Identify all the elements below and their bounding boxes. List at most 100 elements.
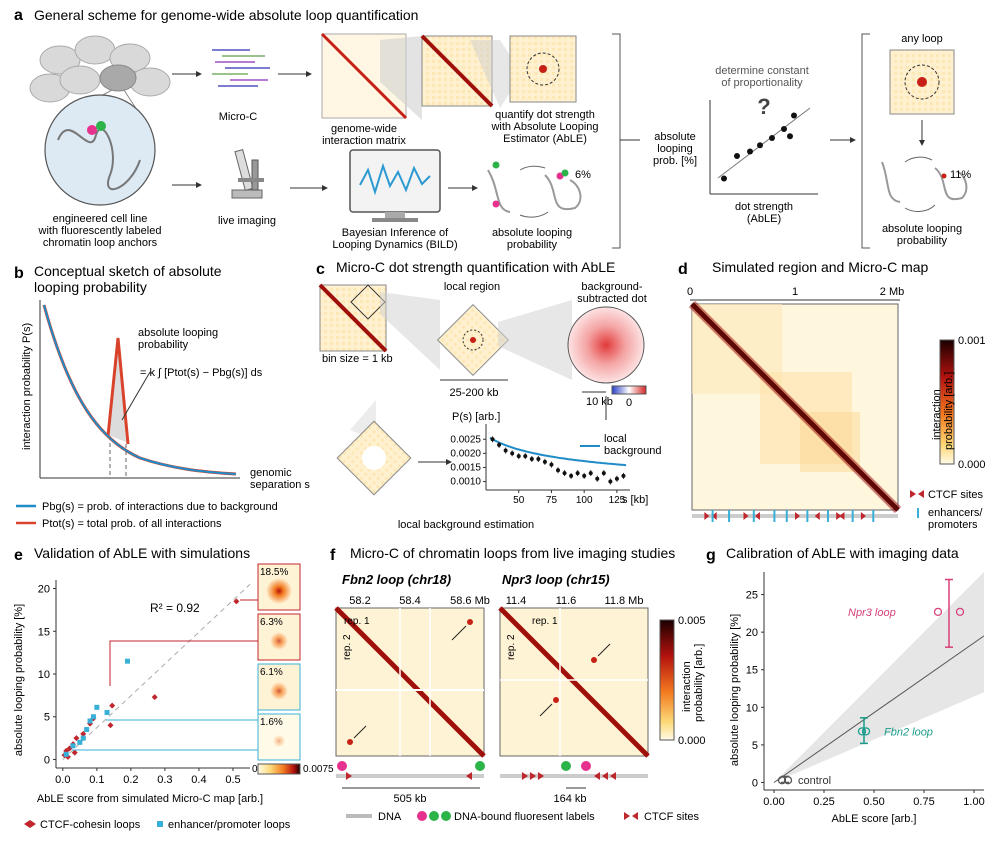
e-ytick-label: 10 (38, 669, 50, 681)
c-data-point (549, 462, 554, 467)
e-enhancer-point (77, 739, 83, 745)
live-imaging-label: live imaging (218, 215, 276, 227)
d-ctcf-site (795, 512, 800, 520)
panel-g: g Calibration of AbLE with imaging data … (706, 545, 985, 825)
cell-line-label-2: with fluorescently labeled (38, 225, 162, 237)
e-xtick-label: 0.0 (55, 774, 70, 786)
magenta-label-dot (87, 125, 97, 135)
e-colorbar (257, 763, 301, 775)
d-tick-0: 0 (687, 286, 693, 298)
panel-a-title: General scheme for genome-wide absolute … (34, 7, 418, 23)
panel-b-title-2: looping probability (34, 279, 147, 295)
d-tick-1: 1 (792, 286, 798, 298)
fbn2-dna-track (336, 774, 484, 778)
panel-g-letter: g (706, 547, 716, 564)
d-legend-enh-1: enhancers/ (928, 507, 983, 519)
a-scatter-point (769, 135, 775, 141)
ctcf-icon (910, 490, 916, 498)
e-enhancer-point (84, 727, 90, 733)
c-data-point (608, 479, 613, 484)
e-ctcf-point (71, 749, 78, 756)
panel-b: b Conceptual sketch of absolute looping … (14, 263, 310, 530)
d-ctcf-site (814, 512, 820, 520)
fbn2-tick-1: 58.4 (399, 595, 420, 607)
fbn2-rep2: rep. 2 (342, 634, 353, 660)
e-ctcf-point (73, 735, 80, 742)
d-ctcf-site (836, 512, 842, 520)
a-scatter-point (734, 153, 740, 159)
g-ytick-label: 0 (752, 777, 758, 789)
dist-fbn2: 505 kb (393, 793, 426, 805)
f-colorbar (659, 619, 675, 741)
npr3-tick-0: 11.4 (506, 595, 527, 607)
d-cbar-label-1: interaction (931, 389, 943, 440)
cell-line-label-3: chromatin loop anchors (43, 237, 158, 249)
scale-10kb: 10 kb (586, 396, 613, 408)
fbn2-title: Fbn2 loop (chr18) (342, 572, 451, 587)
a-fit-line (717, 107, 811, 179)
c-data-point (497, 442, 502, 447)
a-scatter-point (791, 112, 797, 119)
g-fbn2-label: Fbn2 loop (884, 726, 933, 738)
c-ytick-label: 0.0025 (450, 434, 481, 445)
a-scatter-point (781, 126, 787, 132)
c-data-point (516, 454, 521, 459)
sequencing-reads-icon (212, 49, 270, 87)
b-xlabel-1: genomic (250, 467, 292, 479)
question-mark: ? (757, 94, 770, 119)
g-xtick-label: 0.75 (913, 796, 934, 808)
g-npr3-label: Npr3 loop (848, 607, 896, 619)
f-legend-dna: DNA (378, 811, 402, 823)
a-scatter-point (787, 133, 793, 140)
a-ylabel-1: absolute (654, 131, 696, 143)
g-ytick-label: 15 (746, 665, 758, 677)
npr3-green-label (561, 761, 571, 771)
c-ps-chart: 0.0025 0.0020 0.0015 0.0010 50 75 100 125 (450, 424, 630, 506)
fbn2-magenta-label (337, 761, 347, 771)
panel-e-letter: e (14, 547, 23, 564)
local-bg-est-label: local background estimation (398, 519, 534, 531)
panel-c-title: Micro-C dot strength quantification with… (336, 259, 615, 275)
npr3-tick-1: 11.6 (556, 595, 577, 607)
e-inset-label-1: 18.5% (260, 567, 288, 578)
b-loop-area (108, 338, 126, 442)
panel-f-letter: f (330, 547, 336, 564)
d-legend-enh-2: promoters (928, 519, 978, 531)
e-xtick-label: 0.1 (89, 774, 104, 786)
e-ctcf-point (80, 730, 87, 737)
c-data-point (536, 457, 541, 461)
bild-label-1: Bayesian Inference of (342, 227, 449, 239)
e-legend-enh: enhancer/promoter loops (168, 819, 291, 831)
microscope-icon (231, 149, 264, 199)
fbn2-tick-2: 58.6 Mb (450, 595, 490, 607)
d-ctcf-site (860, 512, 866, 520)
fbn2-rep1: rep. 1 (344, 616, 370, 627)
panel-d: d Simulated region and Micro-C map 0 1 2… (678, 259, 986, 531)
c-data-point (569, 473, 574, 478)
e-ytick-label: 15 (38, 626, 50, 638)
bg-sub-label-1: background- (581, 281, 642, 293)
abs-prob-right-2: probability (897, 235, 948, 247)
e-enhancer-point (124, 658, 130, 664)
c-xtick-label: 125 (609, 495, 626, 506)
e-enhancer-point (80, 735, 86, 741)
ps-legend-2: background (604, 445, 662, 457)
d-ctcf-site (743, 512, 749, 520)
g-data-point (783, 776, 793, 785)
matrix-label-1: genome-wide (331, 123, 397, 135)
f-cbar-max: 0.005 (678, 615, 706, 627)
a-ylabel-2: looping (657, 143, 692, 155)
e-inset-label-4: 1.6% (260, 717, 283, 728)
e-cbar-min: 0 (252, 764, 258, 775)
e-inset-label-3: 6.1% (260, 667, 283, 678)
c-data-point (542, 459, 547, 464)
bild-label-2: Looping Dynamics (BILD) (332, 239, 457, 251)
e-r2: R² = 0.92 (150, 601, 200, 615)
constant-label-1: determine constant (715, 65, 809, 77)
d-cbar-min: 0.000 (958, 459, 986, 471)
f-cbar-min: 0.000 (678, 735, 706, 747)
e-ctcf-point (109, 702, 116, 709)
g-data-point (933, 607, 943, 616)
c-ytick-label: 0.0020 (450, 448, 481, 459)
